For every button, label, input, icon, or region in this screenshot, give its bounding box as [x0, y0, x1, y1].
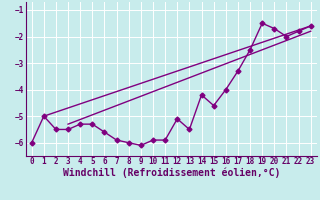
X-axis label: Windchill (Refroidissement éolien,°C): Windchill (Refroidissement éolien,°C) — [62, 168, 280, 178]
